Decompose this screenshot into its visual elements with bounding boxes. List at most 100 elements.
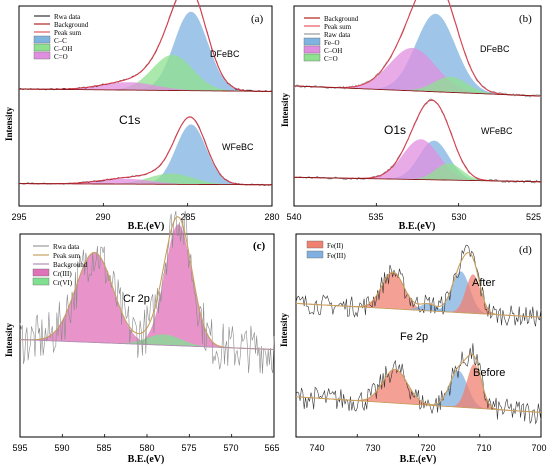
- panel-a-xtick-0: 295: [11, 212, 26, 222]
- panel-d-plot: [295, 244, 542, 437]
- panel-d-xtick-3: 710: [476, 443, 491, 453]
- panel-c: (c) Cr 2p Intensity B.E.(eV) 595 590 585…: [4, 210, 280, 465]
- legend-label: Fe(III): [327, 252, 346, 260]
- panel-d-sample-1: After: [472, 277, 496, 289]
- panel-a-sample-2: WFeBC: [222, 142, 254, 152]
- panel-a: (a) C1s DFeBC WFeBC Intensity B.E.(eV) 2…: [4, 0, 280, 232]
- panel-a-plot: [18, 0, 273, 206]
- legend-label: Peak sum: [53, 252, 81, 260]
- panel-c-xtick-4: 575: [181, 443, 196, 453]
- panel-b-xlabel: B.E.(eV): [399, 221, 436, 232]
- panel-d-ylabel: Intensity: [279, 313, 289, 348]
- legend-label: Background: [53, 261, 88, 269]
- legend-swatch: [306, 250, 324, 259]
- panel-c-xtick-5: 570: [223, 443, 238, 453]
- panel-b-plot: [293, 0, 542, 206]
- panel-b-dfebc-component-2: [294, 76, 541, 97]
- legend-label: Cr(VI): [53, 279, 73, 287]
- panel-a-wfebc-component-0: [19, 124, 272, 185]
- legend-label: Rwa data: [53, 243, 80, 251]
- legend-label: Fe–O: [324, 39, 340, 47]
- legend-swatch: [303, 45, 321, 54]
- legend-label: Peak sum: [54, 29, 82, 37]
- legend-label: Cr(III): [53, 270, 72, 278]
- panel-d-after-background: [295, 302, 542, 318]
- panel-a-ylabel: Intensity: [4, 107, 14, 142]
- panel-b-xtick-1: 535: [368, 212, 383, 222]
- legend-label: Rwa data: [54, 13, 81, 21]
- panel-c-xtick-1: 590: [54, 443, 69, 453]
- panel-d-before-background: [295, 396, 542, 413]
- legend-label: C=O: [324, 55, 338, 63]
- panel-d-before-component-0: [296, 369, 541, 413]
- panel-b-dfebc-component-1: [294, 47, 541, 97]
- panel-a-element-label: C1s: [119, 113, 140, 127]
- panel-c-raw-data: [19, 210, 275, 374]
- panel-c-label: (c): [253, 240, 266, 252]
- legend-swatch: [32, 277, 50, 286]
- panel-a-xtick-3: 280: [264, 212, 279, 222]
- panel-d-after-component-2: [296, 274, 541, 318]
- panel-c-background: [19, 339, 275, 350]
- legend-swatch: [32, 268, 50, 277]
- panel-a-xticks: 295 290 285 280: [11, 212, 279, 222]
- panel-a-xlabel: B.E.(eV): [128, 221, 165, 232]
- panel-b-sample-1: DFeBC: [480, 44, 510, 54]
- panel-b-xtick-2: 530: [451, 212, 466, 222]
- panel-b-xtick-3: 525: [526, 212, 541, 222]
- panel-b: (b) O1s DFeBC WFeBC Intensity B.E.(eV) 5…: [280, 0, 542, 232]
- legend-label: C–OH: [324, 47, 342, 55]
- legend-swatch: [303, 53, 321, 62]
- legend-swatch: [33, 51, 51, 60]
- panel-d-xtick-0: 740: [309, 443, 324, 453]
- panel-d-before-raw-data: [295, 343, 542, 425]
- panel-c-xticks: 595 590 585 580 575 570 565: [12, 443, 279, 453]
- panel-d-before-component-2: [296, 364, 541, 413]
- panel-b-dfebc-raw-data: [293, 0, 542, 98]
- legend-swatch: [33, 43, 51, 52]
- panel-b-label: (b): [519, 13, 532, 25]
- legend-swatch: [306, 240, 324, 249]
- panel-a-wfebc-background: [19, 183, 272, 186]
- panel-c-xtick-3: 580: [139, 443, 154, 453]
- legend-swatch: [33, 35, 51, 44]
- panel-a-dfebc-component-2: [19, 82, 272, 92]
- panel-a-label: (a): [251, 13, 264, 25]
- legend-label: C–C: [54, 37, 67, 45]
- panel-d-xtick-2: 720: [420, 443, 435, 453]
- panel-d-xtick-4: 700: [531, 443, 546, 453]
- panel-a-frame: [18, 5, 273, 207]
- legend-label: Fe(II): [327, 242, 344, 250]
- panel-c-xlabel: B.E.(eV): [128, 454, 165, 465]
- panel-b-wfebc-background: [294, 176, 542, 183]
- panel-a-dfebc-background: [18, 88, 272, 92]
- panel-c-xtick-6: 565: [264, 443, 279, 453]
- panel-c-component-2: [20, 334, 274, 350]
- panel-d-legend: Fe(II) Fe(III): [306, 240, 346, 260]
- panel-c-element-label: Cr 2p: [123, 293, 150, 305]
- panel-b-ylabel: Intensity: [280, 93, 290, 128]
- panel-d-label: (d): [519, 244, 532, 256]
- panel-d-xtick-1: 730: [365, 443, 380, 453]
- panel-d: (d) Fe 2p After Before Intensity B.E.(eV…: [279, 233, 547, 465]
- legend-label: C–OH: [54, 45, 72, 53]
- panel-d-xticks: 740 730 720 710 700: [309, 443, 546, 453]
- panel-d-sample-2: Before: [473, 367, 505, 379]
- panel-c-plot: [19, 210, 275, 437]
- panel-b-frame: [293, 5, 542, 207]
- panel-c-xtick-0: 595: [12, 443, 27, 453]
- panel-b-element-label: O1s: [384, 123, 406, 137]
- panel-a-wfebc-component-2: [19, 178, 272, 185]
- legend-label: Background: [324, 15, 359, 23]
- panel-a-dfebc-component-0: [19, 11, 272, 92]
- panel-b-sample-2: WFeBC: [481, 126, 513, 136]
- panel-c-ylabel: Intensity: [4, 323, 14, 358]
- panel-a-wfebc-component-1: [19, 173, 272, 185]
- panel-c-component-0: [20, 252, 274, 350]
- panel-a-xtick-2: 285: [180, 212, 195, 222]
- panel-d-xlabel: B.E.(eV): [400, 454, 437, 465]
